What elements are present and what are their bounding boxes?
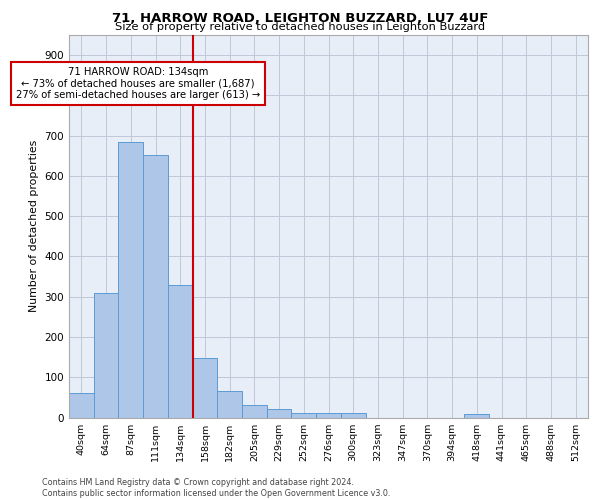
- Y-axis label: Number of detached properties: Number of detached properties: [29, 140, 39, 312]
- Text: Size of property relative to detached houses in Leighton Buzzard: Size of property relative to detached ho…: [115, 22, 485, 32]
- Bar: [242, 404, 267, 417]
- Bar: [316, 414, 341, 418]
- Bar: [217, 392, 242, 417]
- Bar: [267, 410, 292, 418]
- Bar: [94, 292, 118, 418]
- Bar: [341, 414, 365, 418]
- Text: 71 HARROW ROAD: 134sqm
← 73% of detached houses are smaller (1,687)
27% of semi-: 71 HARROW ROAD: 134sqm ← 73% of detached…: [16, 67, 260, 100]
- Bar: [143, 155, 168, 417]
- Bar: [118, 142, 143, 418]
- Text: Contains HM Land Registry data © Crown copyright and database right 2024.
Contai: Contains HM Land Registry data © Crown c…: [42, 478, 391, 498]
- Bar: [168, 284, 193, 418]
- Bar: [464, 414, 489, 418]
- Text: 71, HARROW ROAD, LEIGHTON BUZZARD, LU7 4UF: 71, HARROW ROAD, LEIGHTON BUZZARD, LU7 4…: [112, 12, 488, 26]
- Bar: [69, 392, 94, 417]
- Bar: [193, 358, 217, 418]
- Bar: [292, 412, 316, 418]
